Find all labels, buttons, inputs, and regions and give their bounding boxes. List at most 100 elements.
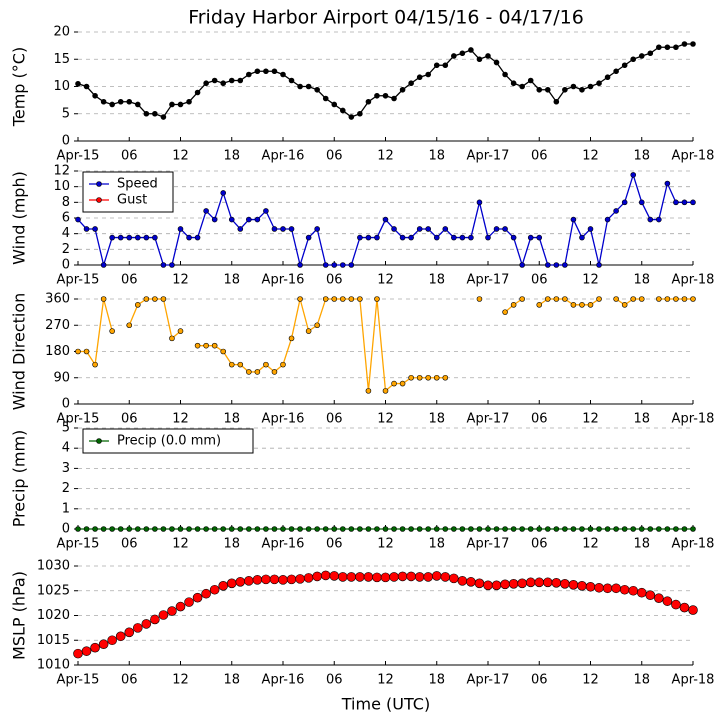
data-point bbox=[331, 101, 338, 108]
x-tick-label: 12 bbox=[377, 273, 394, 288]
data-point bbox=[365, 526, 372, 532]
data-point bbox=[303, 573, 314, 583]
data-point bbox=[544, 86, 551, 93]
data-point bbox=[218, 580, 229, 591]
data-point bbox=[596, 526, 602, 532]
data-point bbox=[143, 296, 150, 302]
data-point bbox=[510, 80, 517, 87]
data-point bbox=[339, 526, 346, 532]
x-tick-label: 18 bbox=[223, 412, 240, 427]
y-axis-label: Wind (mph) bbox=[10, 171, 29, 265]
data-point bbox=[423, 572, 434, 582]
y-tick-label: 10 bbox=[53, 179, 70, 194]
data-point bbox=[544, 526, 551, 532]
data-point bbox=[322, 296, 329, 302]
data-point bbox=[416, 74, 423, 81]
data-point bbox=[158, 610, 169, 620]
legend-box bbox=[82, 428, 254, 454]
data-point bbox=[587, 526, 594, 532]
data-point bbox=[433, 62, 440, 69]
data-point bbox=[365, 234, 372, 241]
data-point bbox=[621, 302, 628, 308]
data-point bbox=[451, 526, 457, 532]
data-point bbox=[442, 374, 449, 381]
x-tick-label: 12 bbox=[377, 412, 394, 427]
x-tick-label: 12 bbox=[582, 412, 599, 427]
data-point bbox=[150, 614, 160, 625]
data-point bbox=[510, 526, 517, 532]
data-point bbox=[416, 526, 423, 532]
data-point bbox=[587, 226, 594, 232]
x-tick-label: 12 bbox=[582, 537, 599, 552]
data-point bbox=[459, 526, 466, 532]
x-tick-label: Apr-15 bbox=[57, 412, 100, 427]
data-point bbox=[280, 226, 286, 232]
data-point bbox=[664, 296, 671, 302]
data-point bbox=[570, 302, 577, 308]
data-point bbox=[92, 92, 98, 99]
y-tick-label: 3 bbox=[62, 461, 70, 476]
y-tick-label: 5 bbox=[62, 421, 70, 436]
data-point bbox=[690, 199, 696, 206]
data-point bbox=[485, 234, 491, 241]
data-point bbox=[466, 577, 476, 587]
data-point bbox=[194, 89, 201, 96]
data-point bbox=[100, 296, 107, 302]
data-point bbox=[493, 526, 500, 532]
data-point bbox=[329, 571, 340, 581]
legend-marker bbox=[96, 181, 102, 187]
data-point bbox=[100, 526, 107, 532]
data-point bbox=[246, 216, 252, 223]
data-point bbox=[297, 526, 303, 532]
data-point bbox=[169, 335, 175, 342]
x-tick-label: 06 bbox=[531, 149, 548, 164]
data-point bbox=[177, 328, 184, 334]
data-point bbox=[621, 199, 628, 206]
data-point bbox=[500, 579, 510, 590]
data-point bbox=[647, 526, 654, 532]
data-point bbox=[656, 216, 662, 223]
data-point bbox=[288, 77, 295, 84]
data-point bbox=[542, 577, 553, 588]
y-tick-label: 1010 bbox=[37, 658, 70, 673]
data-point bbox=[459, 50, 466, 57]
data-point bbox=[406, 571, 416, 582]
data-point bbox=[186, 234, 192, 241]
y-tick-label: 0 bbox=[62, 522, 70, 537]
data-point bbox=[109, 526, 115, 532]
data-point bbox=[320, 570, 331, 581]
data-point bbox=[107, 635, 117, 646]
data-point bbox=[92, 226, 98, 232]
data-point bbox=[228, 77, 235, 84]
x-tick-label: Apr-16 bbox=[262, 673, 305, 688]
data-point bbox=[382, 92, 389, 99]
data-point bbox=[604, 526, 611, 532]
data-point bbox=[459, 234, 466, 241]
data-point bbox=[562, 262, 568, 268]
x-tick-label: 12 bbox=[172, 673, 189, 688]
data-point bbox=[399, 234, 406, 241]
series-line bbox=[197, 298, 446, 393]
data-point bbox=[442, 62, 449, 69]
data-point bbox=[425, 526, 432, 532]
data-point bbox=[134, 101, 141, 108]
data-point bbox=[201, 588, 211, 599]
y-tick-label: 90 bbox=[53, 370, 70, 385]
data-point bbox=[115, 631, 126, 642]
y-tick-label: 2 bbox=[62, 242, 70, 257]
data-point bbox=[203, 80, 209, 87]
x-tick-label: Apr-18 bbox=[672, 537, 715, 552]
data-point bbox=[244, 576, 254, 586]
data-point bbox=[271, 68, 278, 75]
data-point bbox=[288, 526, 295, 532]
data-point bbox=[525, 577, 536, 588]
data-point bbox=[510, 302, 517, 308]
data-point bbox=[339, 262, 346, 268]
data-point bbox=[237, 226, 244, 232]
x-tick-label: Apr-18 bbox=[672, 149, 715, 164]
data-point bbox=[690, 526, 696, 532]
data-point bbox=[203, 526, 209, 532]
data-point bbox=[220, 526, 227, 532]
data-point bbox=[630, 56, 637, 63]
legend-marker bbox=[96, 197, 102, 203]
